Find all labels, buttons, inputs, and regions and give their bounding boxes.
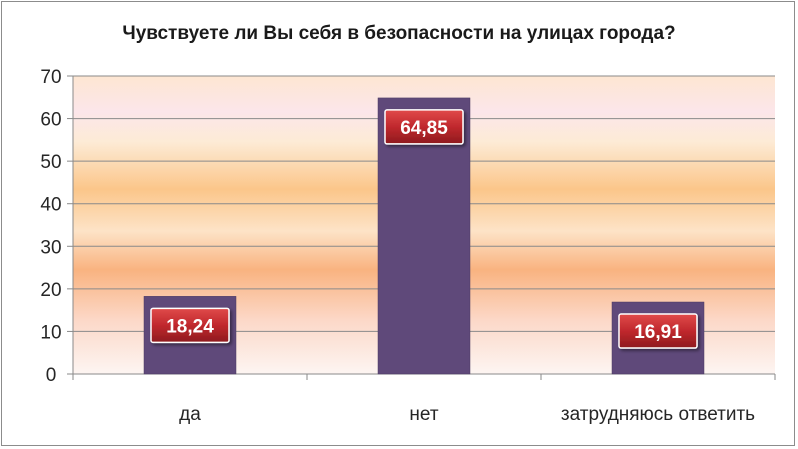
y-tick-label: 30 [40, 237, 61, 258]
y-tick-label: 50 [40, 152, 61, 173]
y-axis-ticks: 0 10 20 30 40 50 60 70 [40, 67, 61, 386]
data-label: 64,85 [384, 109, 464, 145]
data-label: 18,24 [150, 307, 230, 344]
data-label: 16,91 [618, 313, 698, 349]
data-label-box [150, 307, 230, 344]
y-tick-label: 40 [40, 195, 61, 216]
chart-title: Чувствуете ли Вы себя в безопасности на … [122, 23, 675, 44]
y-tick-label: 10 [40, 322, 61, 343]
y-tick-label: 60 [40, 110, 61, 131]
x-tick-label: затрудняюсь ответить [561, 404, 755, 425]
y-tick-label: 70 [40, 67, 61, 88]
data-label-box [618, 313, 698, 349]
data-label-text: 18,24 [166, 316, 214, 337]
x-tick-label: да [179, 404, 201, 425]
y-tick-label: 0 [46, 365, 57, 386]
data-label-text: 64,85 [400, 118, 448, 139]
x-axis-ticks: да нет затрудняюсь ответить [179, 404, 755, 425]
data-label-text: 16,91 [634, 322, 682, 343]
data-label-box [384, 109, 464, 145]
x-tick-label: нет [409, 404, 438, 425]
data-labels: 18,24 64,85 16,91 [150, 109, 698, 349]
y-tick-label: 20 [40, 280, 61, 301]
